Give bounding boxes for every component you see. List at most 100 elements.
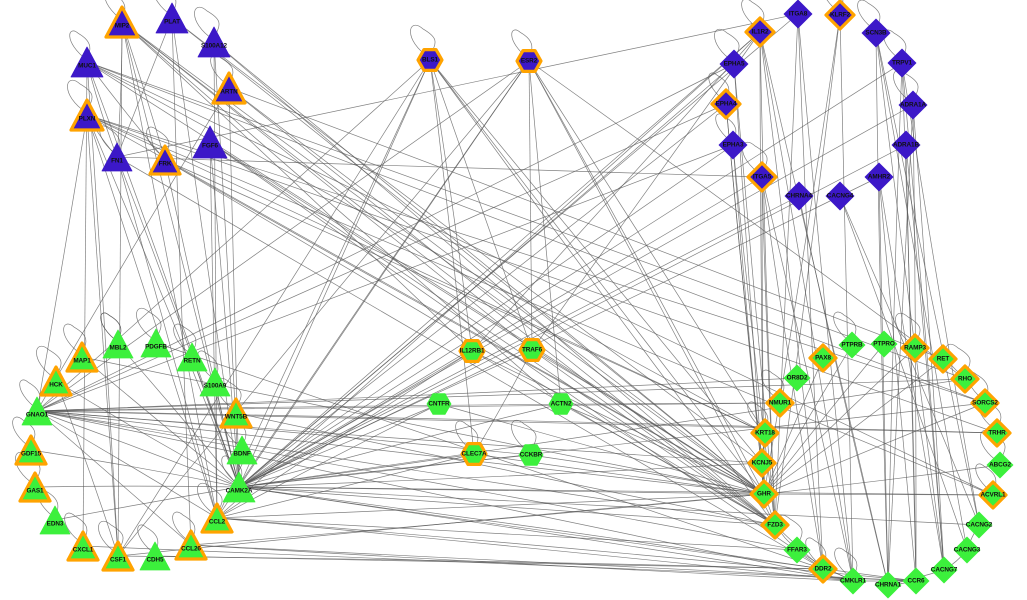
edge xyxy=(429,59,776,526)
edge xyxy=(191,356,240,488)
self-loop-edge xyxy=(742,141,768,176)
node-or8d2[interactable]: OR8D2 xyxy=(783,364,811,392)
node-clec7a[interactable]: CLEC7A xyxy=(460,441,488,467)
node-frk[interactable]: FRK xyxy=(148,144,182,176)
node-fzd3[interactable]: FZD3 xyxy=(760,510,790,540)
node-krt18[interactable]: KRT18 xyxy=(750,418,780,448)
edge xyxy=(34,485,240,488)
node-bdnf[interactable]: BDNF xyxy=(226,434,258,466)
self-loop-edge xyxy=(511,419,537,454)
node-cxcl1[interactable]: CXCL1 xyxy=(66,530,100,562)
node-s100a12[interactable]: S100A12 xyxy=(197,25,231,59)
node-il12rb1[interactable]: IL12RB1 xyxy=(458,338,486,364)
self-loop-edge xyxy=(173,323,197,356)
edge xyxy=(875,32,980,526)
node-cacng7[interactable]: CACNG7 xyxy=(930,556,958,584)
node-abcg2[interactable]: ABCG2 xyxy=(986,451,1014,479)
node-chrna1[interactable]: CHRNA1 xyxy=(874,571,902,599)
node-nmur1[interactable]: NMUR1 xyxy=(765,388,795,418)
edge xyxy=(30,449,240,488)
node-mip1[interactable]: MIP2 xyxy=(104,5,140,39)
node-esr2[interactable]: ESR2 xyxy=(515,48,543,74)
node-kcnj5[interactable]: KCNJ5 xyxy=(747,448,777,478)
node-cacng4[interactable]: CACNG4 xyxy=(825,181,855,211)
node-il1r2[interactable]: IL1R2 xyxy=(744,16,776,48)
node-epha3[interactable]: EPHA3 xyxy=(718,130,748,160)
node-amhr2[interactable]: AMHR2 xyxy=(864,162,894,192)
edge xyxy=(238,462,763,488)
edge xyxy=(528,60,766,434)
node-cacng2[interactable]: CACNG2 xyxy=(965,511,993,539)
node-cntfr[interactable]: CNTFR xyxy=(426,391,452,417)
node-sorcs2[interactable]: SORCS2 xyxy=(970,388,1000,418)
edge xyxy=(36,410,240,488)
edge xyxy=(732,144,765,495)
node-muc1[interactable]: MUC1 xyxy=(70,45,104,79)
edge xyxy=(763,464,1001,495)
edge xyxy=(531,349,765,495)
node-cmklr1[interactable]: CMKLR1 xyxy=(839,567,867,595)
edge xyxy=(839,195,980,526)
edge xyxy=(55,380,119,557)
node-plxn[interactable]: PLXN xyxy=(69,98,105,132)
node-adra1b[interactable]: ADRA1B xyxy=(891,130,921,160)
node-camk2a[interactable]: CAMK2A xyxy=(222,470,256,504)
node-actn2[interactable]: ACTN2 xyxy=(548,391,574,417)
node-wnt5b[interactable]: WNT5B xyxy=(219,397,253,429)
node-pdgfb[interactable]: PDGFB xyxy=(140,327,172,359)
node-epha4[interactable]: EPHA4 xyxy=(710,88,742,120)
edge xyxy=(238,349,533,488)
self-loop-edge xyxy=(895,312,921,347)
node-trpv1[interactable]: TRPV1 xyxy=(887,48,917,78)
edge xyxy=(121,21,473,352)
self-loop-edge xyxy=(857,0,881,32)
edge xyxy=(774,14,841,526)
node-itga5[interactable]: ITGA5 xyxy=(746,161,778,193)
node-ddr2[interactable]: DDR2 xyxy=(808,554,838,584)
node-gas1[interactable]: GAS1 xyxy=(18,471,52,503)
node-hck[interactable]: HCK xyxy=(39,365,73,397)
node-ramp3[interactable]: RAMP3 xyxy=(900,333,930,363)
node-bls1[interactable]: BLS1 xyxy=(416,47,444,73)
node-traf6[interactable]: TRAF6 xyxy=(518,337,546,363)
edge xyxy=(473,453,765,495)
self-loop-edge xyxy=(172,511,196,544)
node-acvrl1[interactable]: ACVRL1 xyxy=(978,480,1008,510)
edge xyxy=(238,195,800,488)
node-pax8[interactable]: PAX8 xyxy=(808,343,838,373)
node-fgf6[interactable]: FGF6 xyxy=(192,124,228,160)
node-ghr[interactable]: GHR xyxy=(749,479,779,509)
node-scn3b[interactable]: SCN3B xyxy=(861,18,891,48)
edge xyxy=(560,403,765,495)
node-ccr6[interactable]: CCR6 xyxy=(902,567,930,595)
node-mbl2[interactable]: MBL2 xyxy=(102,328,134,360)
node-csf1[interactable]: CSF1 xyxy=(101,540,135,572)
node-cckbr[interactable]: CCKBR xyxy=(518,442,544,468)
node-fn1[interactable]: FN1 xyxy=(101,141,133,173)
edge xyxy=(86,61,240,488)
edge xyxy=(905,144,945,571)
node-klrf2[interactable]: KLRF2 xyxy=(824,0,856,31)
node-artn[interactable]: ARTN xyxy=(211,71,247,105)
node-epha5[interactable]: EPHA5 xyxy=(719,49,749,79)
node-gnao1[interactable]: GNAO1 xyxy=(21,395,53,427)
self-loop-edge xyxy=(833,311,857,344)
node-ptpro[interactable]: PTPRO xyxy=(870,330,898,358)
node-adra1a[interactable]: ADRA1A xyxy=(898,90,928,120)
node-s100a9[interactable]: S100A9 xyxy=(199,366,231,398)
edge xyxy=(216,403,440,519)
node-cdh5[interactable]: CDH5 xyxy=(139,540,171,572)
node-itga8[interactable]: ITGA8 xyxy=(783,0,813,29)
node-trhr[interactable]: TRHR xyxy=(982,418,1012,448)
node-ffar3[interactable]: FFAR3 xyxy=(783,536,811,564)
node-ccl26[interactable]: CCL26 xyxy=(174,529,208,561)
node-ptprb[interactable]: PTPRB xyxy=(838,331,866,359)
edge xyxy=(171,17,192,546)
edge xyxy=(121,21,218,519)
edge xyxy=(528,60,765,495)
self-loop-edge xyxy=(136,307,162,342)
node-gdf15[interactable]: GDF15 xyxy=(14,434,48,466)
node-chrna4[interactable]: CHRNA4 xyxy=(784,181,814,211)
node-plat[interactable]: PLAT xyxy=(155,1,189,35)
